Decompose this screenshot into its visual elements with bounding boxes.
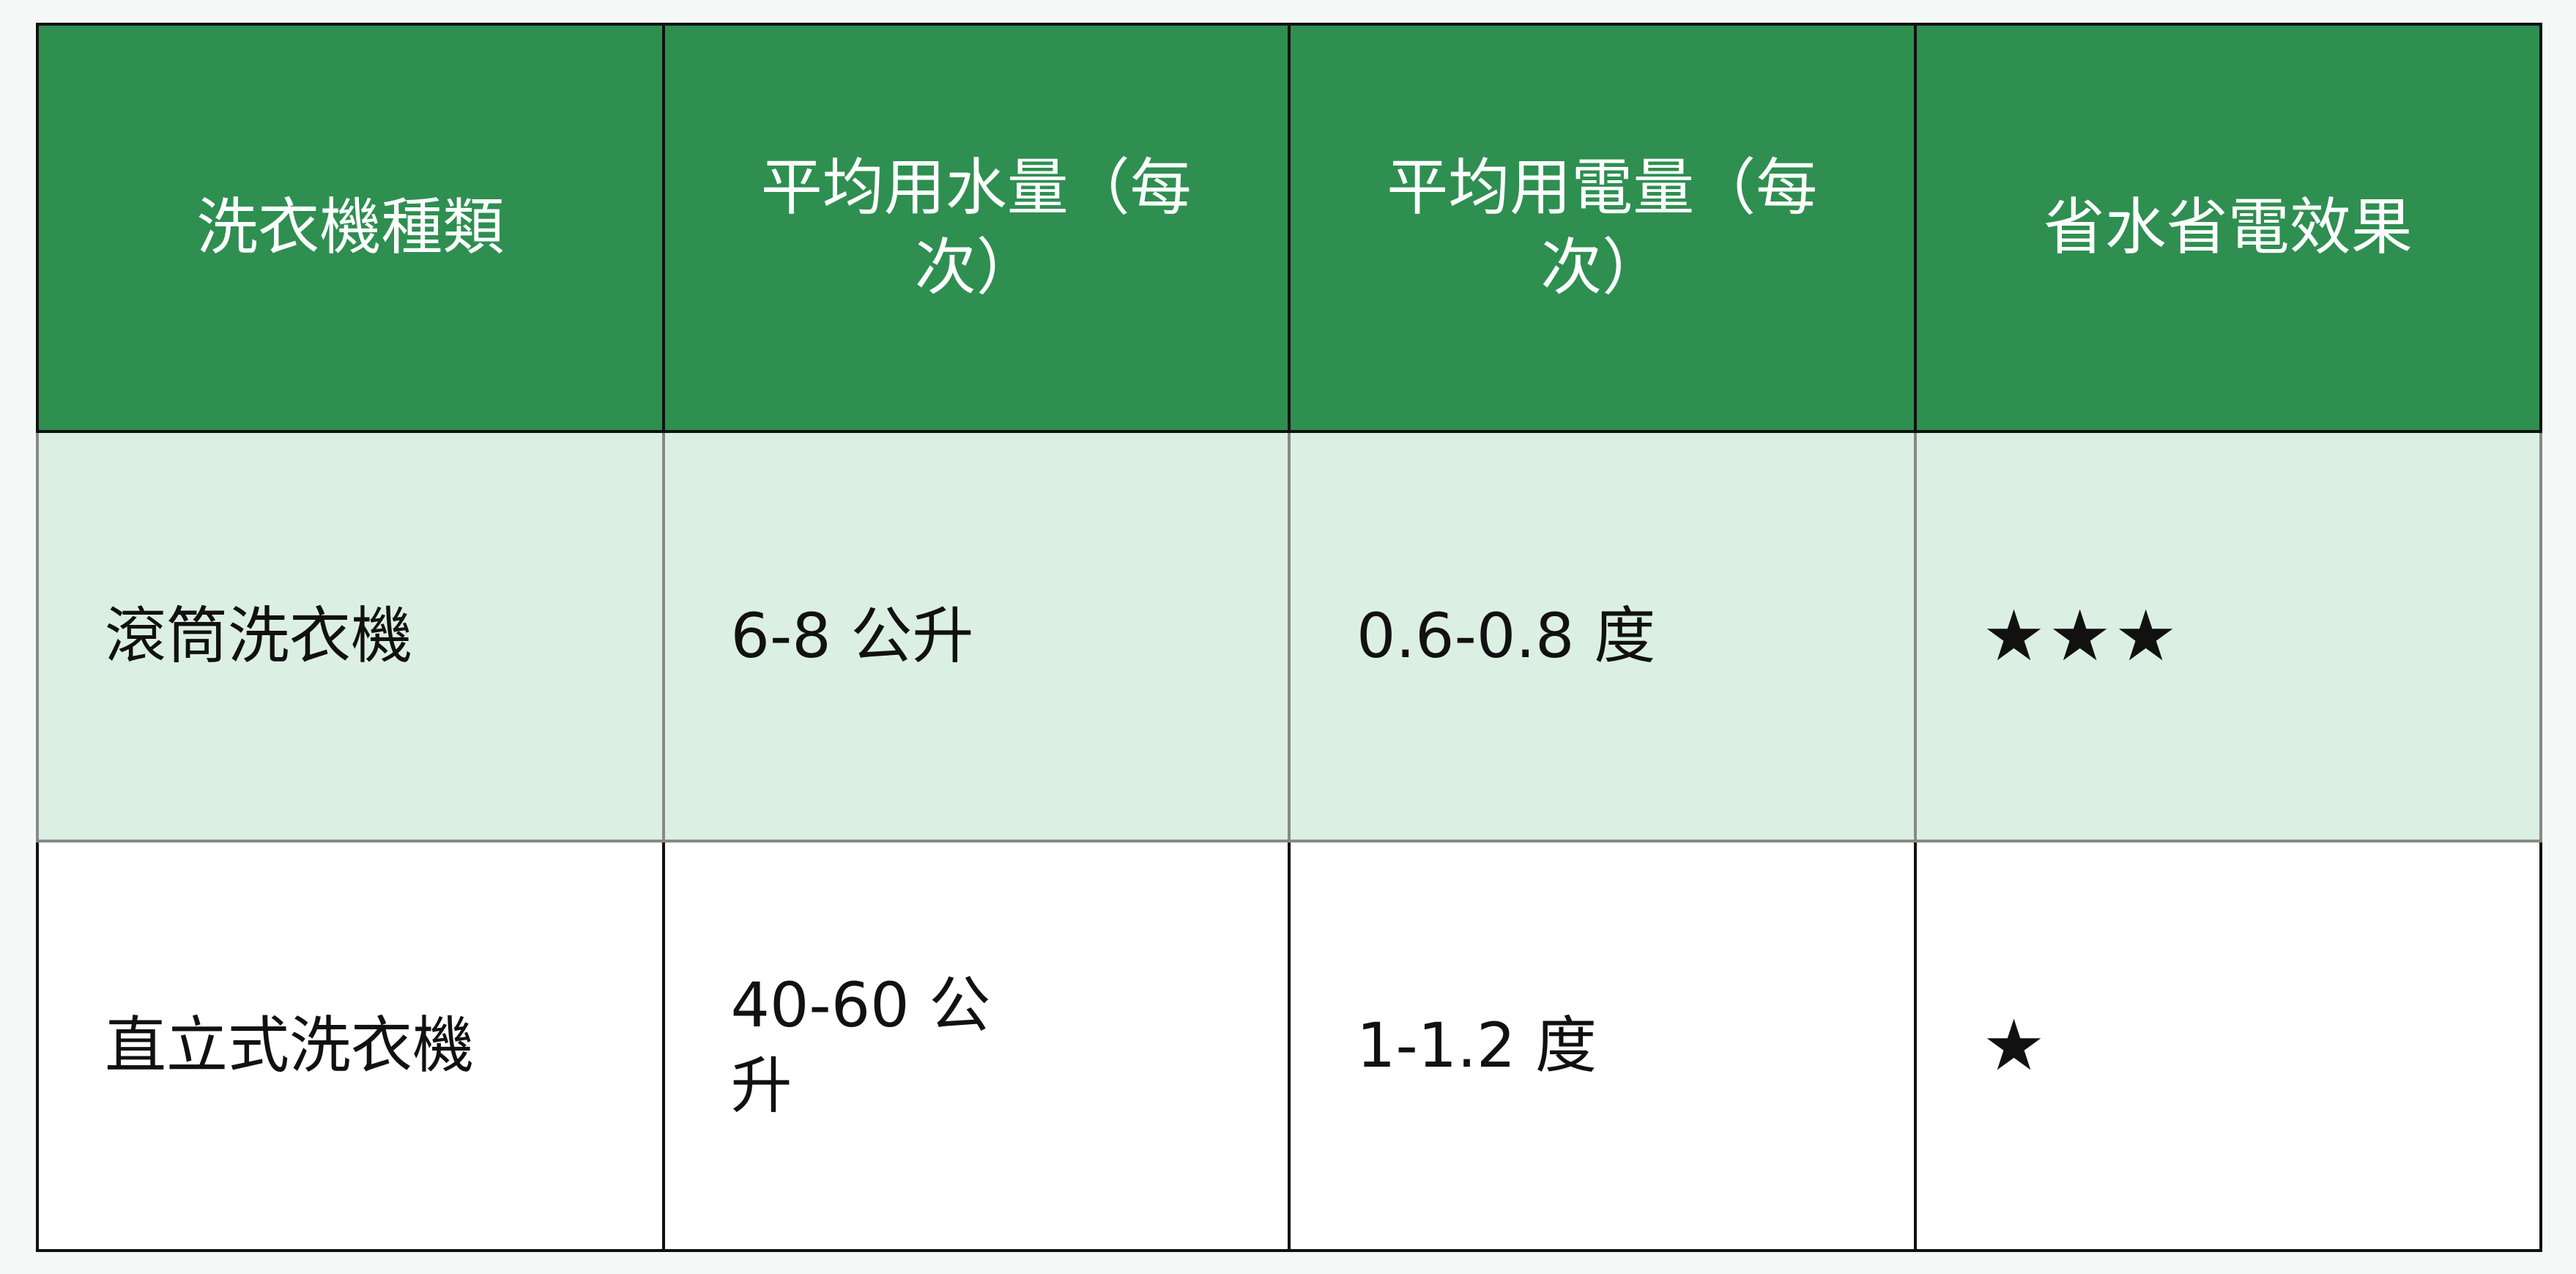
- cell-power: 0.6-0.8 度: [1288, 430, 1917, 842]
- header-row: 洗衣機種類 平均用水量（每次） 平均用電量（每次） 省水省電效果: [36, 23, 2542, 433]
- cell-power: 1-1.2 度: [1288, 840, 1917, 1252]
- header-water: 平均用水量（每次）: [661, 23, 1291, 433]
- cell-type: 直立式洗衣機: [36, 840, 665, 1252]
- table-row: 滾筒洗衣機 6-8 公升 0.6-0.8 度 ★★★: [36, 430, 2542, 842]
- header-power: 平均用電量（每次）: [1288, 23, 1917, 433]
- cell-rating: ★: [1913, 840, 2542, 1252]
- washing-machine-comparison-table: 洗衣機種類 平均用水量（每次） 平均用電量（每次） 省水省電效果 滾筒洗衣機 6…: [36, 23, 2542, 1252]
- table-row: 直立式洗衣機 40-60 公升 1-1.2 度 ★: [36, 840, 2542, 1252]
- cell-type: 滾筒洗衣機: [36, 430, 665, 842]
- cell-rating: ★★★: [1913, 430, 2542, 842]
- cell-water: 40-60 公升: [661, 840, 1291, 1252]
- star-rating-icon: ★★★: [1982, 595, 2180, 678]
- header-rating: 省水省電效果: [1913, 23, 2542, 433]
- header-type: 洗衣機種類: [36, 23, 665, 433]
- star-rating-icon: ★: [1982, 1004, 2049, 1087]
- cell-water: 6-8 公升: [661, 430, 1291, 842]
